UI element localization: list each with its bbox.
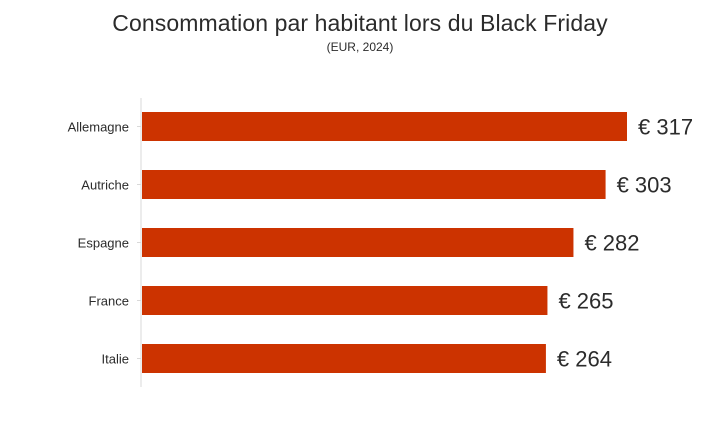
chart-title: Consommation par habitant lors du Black … [112, 10, 608, 36]
bar [142, 286, 548, 315]
data-label: € 265 [558, 289, 613, 314]
bar [142, 344, 546, 373]
category-label: Autriche [81, 178, 129, 193]
category-label: Espagne [78, 236, 129, 251]
bar [142, 170, 606, 199]
category-label: Italie [102, 352, 129, 367]
bar [142, 228, 574, 257]
chart-subtitle: (EUR, 2024) [326, 40, 394, 54]
data-label: € 282 [584, 231, 639, 256]
data-label: € 317 [638, 115, 693, 140]
category-label: Allemagne [68, 120, 129, 135]
data-label: € 264 [557, 347, 612, 372]
bar [142, 112, 627, 141]
category-label: France [89, 294, 129, 309]
data-label: € 303 [617, 173, 672, 198]
